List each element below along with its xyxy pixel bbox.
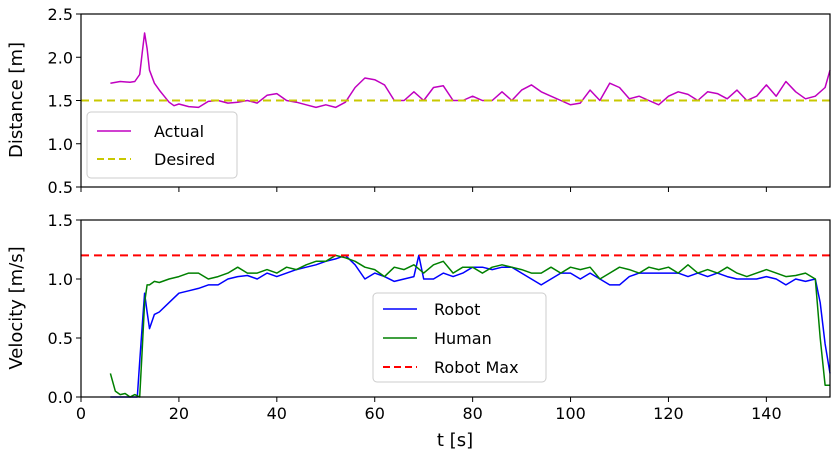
velocity-panel: 0.0 0.5 1.0 1.5 0 20 40 60 80 100 120 140 Velocity…: [6, 211, 831, 451]
x-tick-label: 80: [462, 404, 482, 423]
distance-legend-box: [86, 111, 238, 179]
velocity-x-ticks: 0 20 40 60 80 100 120 140: [76, 397, 782, 423]
robot-line: [110, 254, 831, 398]
velocity-plot-frame: [80, 219, 831, 398]
distance-y-axis-label: Distance [m]: [6, 42, 27, 158]
x-tick-label: 20: [169, 404, 189, 423]
y-tick-label: 1.5: [48, 211, 73, 230]
velocity-legend-box: [372, 292, 547, 383]
distance-y-ticks: 0.5 1.0 1.5 2.0 2.5: [48, 5, 81, 197]
velocity-y-ticks: 0.0 0.5 1.0 1.5: [48, 211, 81, 407]
velocity-legend: Robot Human Robot Max: [372, 292, 547, 383]
human-line: [109, 254, 830, 398]
x-tick-label: 120: [653, 404, 684, 423]
distance-x-ticks: [80, 187, 767, 192]
y-tick-label: 1.5: [48, 92, 73, 111]
y-tick-label: 2.5: [48, 5, 73, 24]
velocity-series-group: [81, 254, 831, 398]
y-tick-label: 0.0: [48, 388, 73, 407]
legend-label-actual: Actual: [154, 122, 204, 141]
x-tick-label: 100: [555, 404, 586, 423]
actual-line: [110, 32, 831, 109]
legend-label-robot: Robot: [434, 300, 480, 319]
legend-label-desired: Desired: [154, 150, 215, 169]
y-tick-label: 1.0: [48, 135, 73, 154]
legend-label-robot-max: Robot Max: [434, 358, 519, 377]
x-tick-label: 60: [365, 404, 385, 423]
velocity-y-axis-label: Velocity [m/s]: [6, 246, 27, 369]
y-tick-label: 0.5: [48, 178, 73, 197]
x-tick-label: 140: [751, 404, 782, 423]
x-tick-label: 0: [76, 404, 86, 423]
legend-label-human: Human: [434, 329, 492, 348]
distance-panel: 0.5 1.0 1.5 2.0 2.5 Distance [m] Actual Desi…: [6, 5, 831, 197]
y-tick-label: 0.5: [48, 329, 73, 348]
x-tick-label: 40: [267, 404, 287, 423]
y-tick-label: 1.0: [48, 270, 73, 289]
distance-legend: Actual Desired: [86, 111, 238, 179]
y-tick-label: 2.0: [48, 48, 73, 67]
distance-series-group: [81, 32, 831, 109]
velocity-x-axis-label: t [s]: [437, 430, 473, 451]
